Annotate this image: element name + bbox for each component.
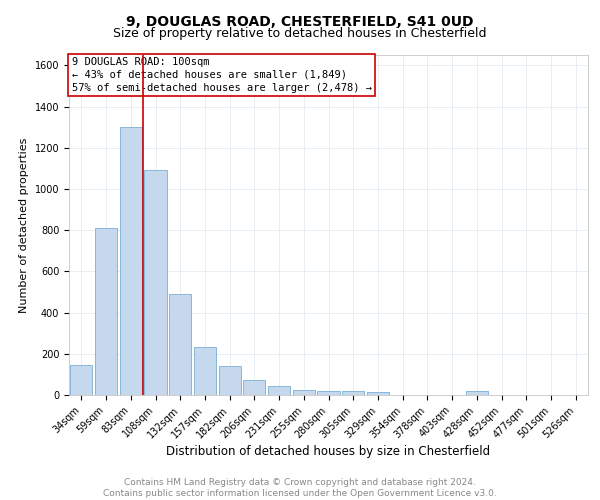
Bar — [243, 380, 265, 395]
Bar — [70, 365, 92, 395]
Bar — [293, 390, 315, 395]
Bar — [268, 386, 290, 395]
Bar — [466, 391, 488, 395]
Bar — [367, 392, 389, 395]
Text: 9, DOUGLAS ROAD, CHESTERFIELD, S41 0UD: 9, DOUGLAS ROAD, CHESTERFIELD, S41 0UD — [126, 15, 474, 29]
X-axis label: Distribution of detached houses by size in Chesterfield: Distribution of detached houses by size … — [166, 446, 491, 458]
Bar — [218, 366, 241, 395]
Bar — [317, 391, 340, 395]
Text: Contains HM Land Registry data © Crown copyright and database right 2024.
Contai: Contains HM Land Registry data © Crown c… — [103, 478, 497, 498]
Y-axis label: Number of detached properties: Number of detached properties — [19, 138, 29, 312]
Bar — [95, 228, 117, 395]
Bar — [194, 346, 216, 395]
Bar — [145, 170, 167, 395]
Bar — [169, 294, 191, 395]
Text: 9 DOUGLAS ROAD: 100sqm
← 43% of detached houses are smaller (1,849)
57% of semi-: 9 DOUGLAS ROAD: 100sqm ← 43% of detached… — [71, 56, 371, 93]
Bar — [342, 391, 364, 395]
Bar — [119, 127, 142, 395]
Text: Size of property relative to detached houses in Chesterfield: Size of property relative to detached ho… — [113, 28, 487, 40]
